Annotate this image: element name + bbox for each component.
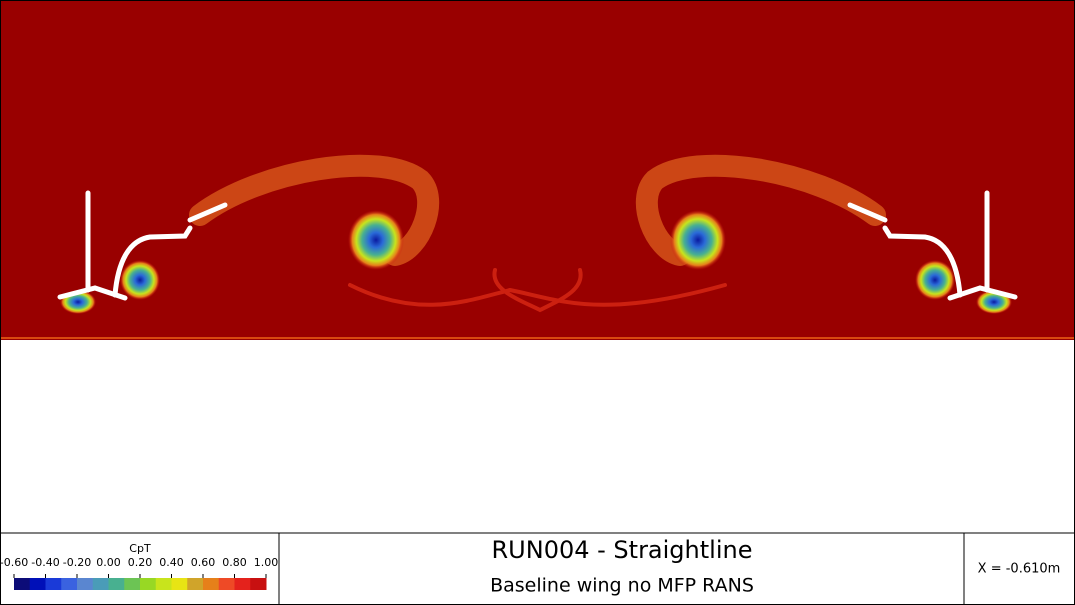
subtitle: Baseline wing no MFP RANS	[490, 575, 754, 597]
colorbar-band	[108, 578, 125, 590]
colorbar-band	[14, 578, 31, 590]
colorbar-tick-label: -0.60	[0, 556, 28, 569]
colorbar-band	[155, 578, 172, 590]
colorbar-band	[250, 578, 267, 590]
colorbar-band	[140, 578, 157, 590]
wing-geometry	[57, 190, 1018, 301]
position-label: X = -0.610m	[978, 562, 1061, 577]
colorbar-band	[124, 578, 141, 590]
colorbar-band	[218, 578, 235, 590]
colorbar-band	[234, 578, 251, 590]
colorbar-tick-label: 0.20	[128, 556, 153, 569]
colorbar-band	[187, 578, 204, 590]
colorbar-tick-label: -0.40	[31, 556, 59, 569]
colorbar-band	[77, 578, 94, 590]
wake	[189, 154, 886, 313]
colorbar-tick-label: 0.00	[96, 556, 121, 569]
colorbar-tick-label: -0.20	[63, 556, 91, 569]
colorbar-band	[92, 578, 109, 590]
colorbar-band	[203, 578, 220, 590]
colorbar-band	[45, 578, 62, 590]
vortices	[60, 210, 1012, 314]
colorbar-tick-label: 0.60	[191, 556, 216, 569]
colorbar-tick-label: 0.80	[222, 556, 247, 569]
title: RUN004 - Straightline	[492, 536, 753, 564]
colorbar-band	[61, 578, 78, 590]
colorbar-band	[29, 578, 46, 590]
colorbar-title: CpT	[129, 542, 151, 555]
colorbar-tick-label: 1.00	[254, 556, 279, 569]
colorbar: CpT -0.60 -0.40 -0.20 0.00 0.20 0.40 0.60 0.80 1…	[0, 542, 278, 590]
flow-field	[0, 0, 1075, 340]
colorbar-band	[171, 578, 188, 590]
colorbar-tick-label: 0.40	[159, 556, 184, 569]
